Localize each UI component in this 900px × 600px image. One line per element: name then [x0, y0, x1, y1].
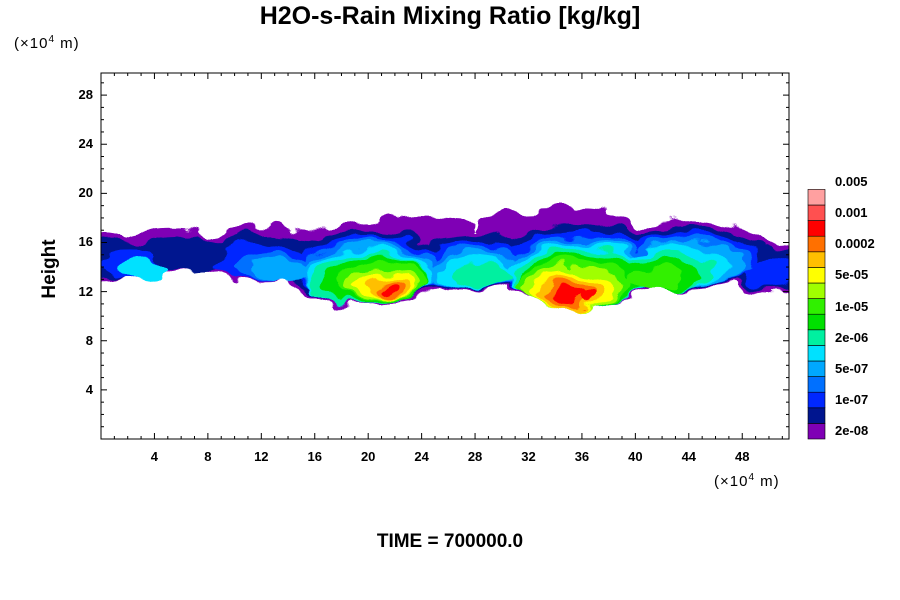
colorbar-swatch	[807, 282, 826, 299]
colorbar-swatch	[807, 345, 826, 362]
colorbar-label: 2e-06	[835, 329, 869, 345]
y-tick-label: 8	[85, 332, 93, 348]
y-tick-label: 12	[78, 283, 93, 299]
cloud-contour	[628, 265, 683, 291]
x-tick-label: 4	[150, 449, 159, 464]
colorbar	[807, 189, 826, 440]
colorbar-swatch	[807, 407, 826, 424]
colorbar-label: 5e-07	[835, 361, 869, 376]
colorbar-swatch	[807, 376, 826, 393]
y-tick-label: 24	[78, 136, 93, 152]
colorbar-swatch	[807, 251, 826, 268]
colorbar-swatch	[807, 204, 826, 221]
x-tick-label: 36	[574, 449, 590, 464]
chart-title: H2O-s-Rain Mixing Ratio [kg/kg]	[259, 2, 641, 30]
y-tick-label: 4	[85, 381, 93, 397]
time-label: TIME = 700000.0	[376, 531, 524, 552]
colorbar-label: 0.001	[835, 205, 868, 220]
axis-ticks	[101, 73, 789, 439]
x-unit-label: (×104 m)	[714, 472, 780, 490]
y-tick-label: 28	[78, 87, 93, 103]
colorbar-swatch	[807, 423, 826, 440]
x-tick-label: 48	[735, 449, 750, 464]
colorbar-label: 0.0002	[835, 236, 875, 252]
cloud-contour	[117, 259, 166, 280]
colorbar-label: 0.005	[835, 173, 868, 189]
peak-contour	[381, 283, 398, 293]
x-tick-label: 28	[467, 449, 483, 464]
x-tick-label: 32	[521, 449, 536, 464]
peak-contour	[552, 286, 582, 302]
colorbar-swatch	[807, 235, 826, 253]
colorbar-swatch	[807, 391, 826, 409]
x-tick-label: 40	[628, 449, 643, 464]
mixing-ratio-field	[101, 210, 789, 308]
x-tick-label: 20	[360, 449, 376, 464]
y-unit-label: (×104 m)	[14, 34, 80, 52]
colorbar-swatch	[807, 298, 826, 315]
colorbar-swatch	[807, 360, 826, 377]
peak-contour	[579, 291, 593, 304]
colorbar-label: 2e-08	[835, 423, 869, 439]
colorbar-swatch	[807, 313, 826, 331]
colorbar-swatch	[807, 189, 826, 206]
colorbar-label: 5e-05	[835, 267, 869, 283]
x-tick-label: 44	[681, 449, 697, 464]
cloud-contour	[251, 258, 311, 281]
x-tick-label: 16	[307, 449, 322, 464]
x-tick-label: 24	[414, 449, 429, 464]
colorbar-label: 1e-07	[835, 392, 869, 408]
y-tick-label: 20	[78, 185, 93, 201]
x-tick-label: 12	[254, 449, 269, 464]
cloud-contour	[452, 262, 512, 290]
colorbar-swatch	[807, 267, 826, 284]
colorbar-swatch	[807, 220, 826, 237]
y-tick-label: 16	[78, 234, 93, 250]
colorbar-swatch	[807, 329, 826, 346]
x-tick-label: 8	[204, 449, 212, 464]
colorbar-label: 1e-05	[835, 298, 869, 314]
plot-frame	[100, 72, 790, 440]
